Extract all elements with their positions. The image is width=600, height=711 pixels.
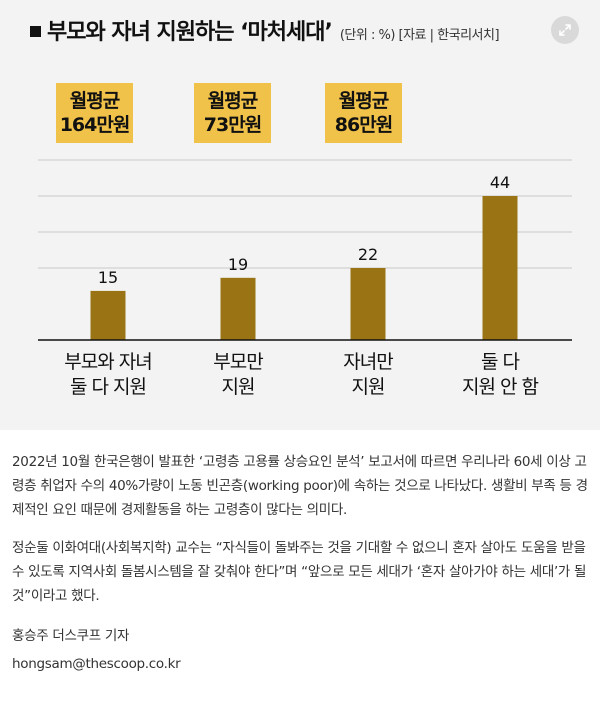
expand-button[interactable] bbox=[551, 16, 579, 44]
bar-3 bbox=[350, 268, 386, 340]
expand-icon bbox=[559, 24, 571, 36]
bar-2 bbox=[220, 277, 256, 340]
bar-4 bbox=[482, 196, 518, 340]
category-label-3-line1: 자녀만 bbox=[343, 351, 393, 373]
byline: 홍승주 더스쿠프 기자 hongsam@thescoop.co.kr bbox=[12, 622, 592, 678]
author-name: 홍승주 더스쿠프 기자 bbox=[12, 628, 130, 644]
bar-1 bbox=[90, 290, 126, 340]
value-label-4: 44 bbox=[490, 173, 510, 192]
category-label-2-line1: 부모만 bbox=[213, 351, 263, 373]
article-paragraph-1: 2022년 10월 한국은행이 발표한 ‘고령층 고용률 상승요인 분석’ 보고… bbox=[12, 454, 588, 518]
article-body: 2022년 10월 한국은행이 발표한 ‘고령층 고용률 상승요인 분석’ 보고… bbox=[12, 450, 592, 678]
average-label-1-line2: 164만원 bbox=[59, 114, 131, 136]
category-label-4-line2: 지원 안 함 bbox=[462, 376, 539, 398]
value-label-2: 19 bbox=[228, 255, 248, 274]
chart-title-row: 부모와 자녀 지원하는 ‘마처세대’ (단위 : %) [자료 | 한국리서치] bbox=[30, 14, 500, 46]
category-label-4-line1: 둘 다 bbox=[481, 351, 520, 373]
chart-title: 부모와 자녀 지원하는 ‘마처세대’ bbox=[47, 20, 333, 45]
value-label-1: 15 bbox=[98, 268, 118, 287]
chart-panel: 부모와 자녀 지원하는 ‘마처세대’ (단위 : %) [자료 | 한국리서치]… bbox=[0, 0, 600, 430]
average-label-2-line2: 73만원 bbox=[203, 114, 262, 136]
category-label-1-line2: 둘 다 지원 bbox=[70, 376, 146, 398]
category-label-3-line2: 지원 bbox=[352, 376, 385, 398]
article-paragraph-2: 정순둘 이화여대(사회복지학) 교수는 “자식들이 돌봐주는 것을 기대할 수 … bbox=[12, 540, 587, 604]
average-label-3-line2: 86만원 bbox=[334, 114, 393, 136]
chart-subtitle: (단위 : %) [자료 | 한국리서치] bbox=[339, 28, 500, 43]
title-bullet-icon bbox=[30, 26, 41, 37]
average-label-1-line1: 월평균 bbox=[69, 90, 120, 112]
author-email[interactable]: hongsam@thescoop.co.kr bbox=[12, 656, 181, 672]
value-label-3: 22 bbox=[358, 245, 378, 264]
category-label-2-line2: 지원 bbox=[222, 376, 255, 398]
average-box-3: 월평균 86만원 bbox=[325, 83, 402, 143]
average-label-3-line1: 월평균 bbox=[338, 90, 389, 112]
average-box-1: 월평균 164만원 bbox=[56, 83, 133, 143]
average-label-2-line1: 월평균 bbox=[207, 90, 258, 112]
average-box-2: 월평균 73만원 bbox=[194, 83, 271, 143]
category-label-1-line1: 부모와 자녀 bbox=[64, 351, 151, 373]
